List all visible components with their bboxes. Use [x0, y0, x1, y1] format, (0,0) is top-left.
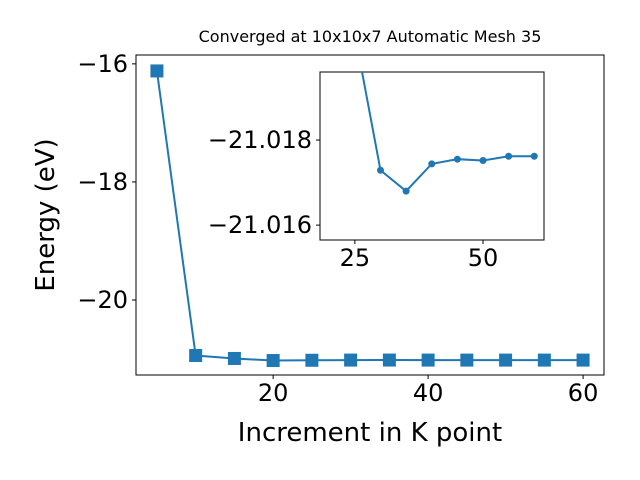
data-point: [505, 152, 513, 160]
data-point: [402, 187, 410, 195]
data-point: [576, 353, 590, 367]
data-point: [227, 351, 241, 365]
x-axis-label: Increment in K point: [238, 418, 502, 448]
data-point: [479, 156, 487, 164]
data-line: [361, 72, 535, 193]
data-point: [421, 353, 435, 367]
series-group: [361, 72, 538, 195]
data-point: [376, 166, 384, 174]
data-point: [189, 349, 203, 363]
data-point: [382, 353, 396, 367]
x-tick-label: 25: [340, 244, 371, 272]
x-tick-label: 50: [468, 244, 499, 272]
y-tick-label: −18: [77, 168, 128, 196]
chart-title: Converged at 10x10x7 Automatic Mesh 35: [199, 27, 542, 46]
data-point: [344, 353, 358, 367]
data-point: [428, 160, 436, 168]
data-point: [453, 155, 461, 163]
data-point: [150, 64, 164, 78]
data-point: [530, 152, 538, 160]
y-tick-label: −21.018: [208, 126, 312, 154]
data-point: [266, 354, 280, 368]
data-point: [537, 353, 551, 367]
x-tick-label: 40: [413, 379, 444, 407]
x-tick-label: 20: [258, 379, 289, 407]
y-tick-label: −21.016: [208, 211, 312, 239]
y-axis-label: Energy (eV): [31, 138, 61, 291]
y-tick-label: −20: [77, 286, 128, 314]
y-tick-label: −16: [77, 50, 128, 78]
data-point: [460, 353, 474, 367]
data-point: [305, 353, 319, 367]
series-group: [150, 64, 590, 368]
data-point: [499, 353, 513, 367]
x-tick-label: 60: [568, 379, 599, 407]
